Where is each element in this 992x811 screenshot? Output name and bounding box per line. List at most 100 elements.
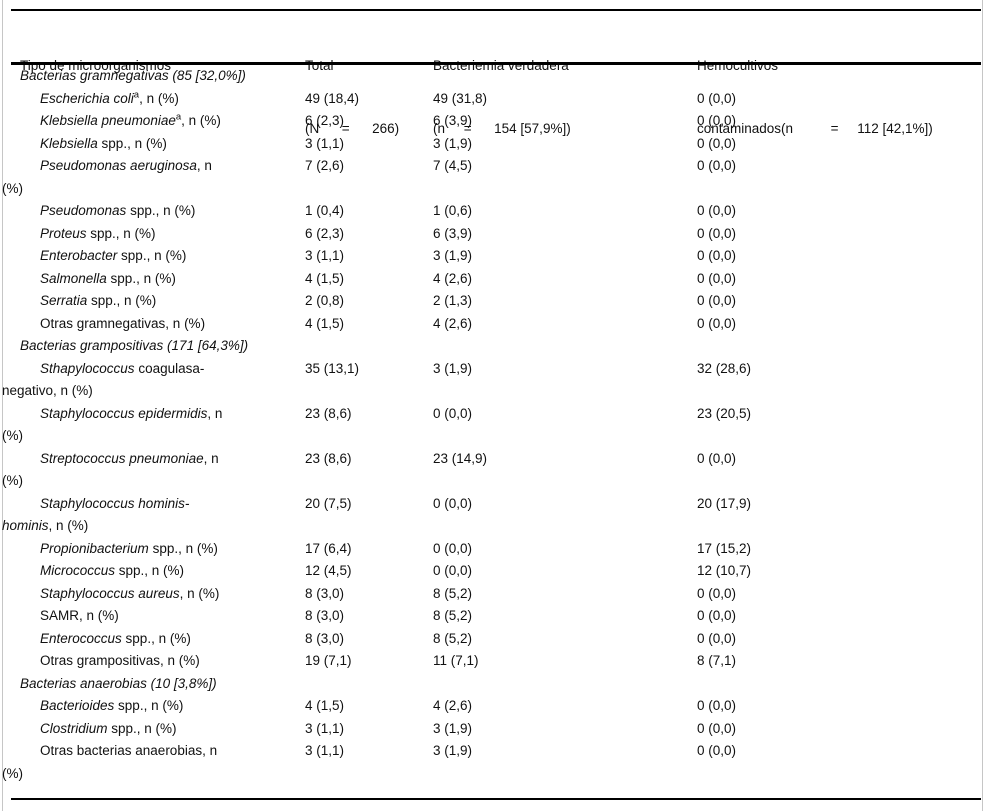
table-row: Sthapylococcus coagulasa-negativo, n (%)… xyxy=(2,358,990,403)
cell-organism: Streptococcus pneumoniae, n (%) xyxy=(2,450,219,489)
cell-organism: Serratia spp., n (%) xyxy=(40,293,157,308)
cell-organism: Otras gramnegativas, n (%) xyxy=(40,315,206,331)
cell-total: 12 (4,5) xyxy=(305,563,352,578)
table-row: Proteus spp., n (%) 6 (2,3) 6 (3,9) 0 (0,0) xyxy=(2,223,990,246)
cell-true-bacteremia: 4 (2,6) xyxy=(433,270,473,286)
cell-organism: Bacterioides spp., n (%) xyxy=(40,698,184,713)
cell-total: 49 (18,4) xyxy=(305,90,360,106)
table-row: Otras grampositivas, n (%) 19 (7,1) 11 (7,… xyxy=(2,650,990,673)
cell-organism: Otras grampositivas, n (%) xyxy=(40,653,200,668)
cell-organism: Pseudomonas spp., n (%) xyxy=(40,203,196,218)
cell-organism: Bacterias anaerobias (10 [3,8%]) xyxy=(20,675,217,691)
section-row: Bacterias anaerobias (10 [3,8%]) xyxy=(2,673,990,696)
cell-total: 3 (1,1) xyxy=(305,248,345,263)
cell-contaminated: 0 (0,0) xyxy=(697,90,737,106)
cell-true-bacteremia: 0 (0,0) xyxy=(433,405,473,421)
table-row: Klebsiella spp., n (%) 3 (1,1) 3 (1,9) 0 (0… xyxy=(2,133,990,156)
table-body: Bacterias gramnegativas (85 [32,0%]) Esch… xyxy=(2,65,990,785)
cell-organism: Pseudomonas aeruginosa, n (%) xyxy=(2,158,212,196)
cell-total: 2 (0,8) xyxy=(305,293,345,308)
cell-organism: Bacterias gramnegativas (85 [32,0%]) xyxy=(20,68,246,83)
cell-true-bacteremia: 3 (1,9) xyxy=(433,360,473,376)
table-row: Salmonella spp., n (%) 4 (1,5) 4 (2,6) 0 (0… xyxy=(2,268,990,291)
cell-contaminated: 0 (0,0) xyxy=(697,158,737,173)
table-header-row: Tipo de microorganismos Total (N = 266) … xyxy=(11,13,981,181)
table-top-rule xyxy=(11,9,981,11)
table-left-border xyxy=(2,0,3,811)
cell-contaminated: 0 (0,0) xyxy=(697,293,737,308)
cell-total: 35 (13,1) xyxy=(305,360,360,376)
cell-total: 7 (2,6) xyxy=(305,158,345,173)
table-row: Otras bacterias anaerobias, n (%) 3 (1,1) 3… xyxy=(2,740,990,785)
table-row: Enterococcus spp., n (%) 8 (3,0) 8 (5,2) 0 … xyxy=(2,628,990,651)
header-organism-type: Tipo de microorganismos xyxy=(11,13,305,181)
cell-contaminated: 0 (0,0) xyxy=(697,225,737,241)
cell-total: 20 (7,5) xyxy=(305,495,352,511)
cell-organism: Propionibacterium spp., n (%) xyxy=(40,540,218,556)
cell-organism: Staphylococcus aureus, n (%) xyxy=(40,585,220,601)
table-row: Staphylococcus aureus, n (%) 8 (3,0) 8 (5,… xyxy=(2,583,990,606)
header-contaminated-line1: Hemocultivos xyxy=(697,58,779,73)
table-row: SAMR, n (%) 8 (3,0) 8 (5,2) 0 (0,0) xyxy=(2,605,990,628)
cell-contaminated: 32 (28,6) xyxy=(697,360,752,376)
cell-organism: Proteus spp., n (%) xyxy=(40,225,156,241)
cell-true-bacteremia: 3 (1,9) xyxy=(433,720,473,736)
cell-organism: Staphylococcus hominis-hominis, n (%) xyxy=(2,495,190,534)
cell-total: 4 (1,5) xyxy=(305,315,345,331)
cell-organism: Klebsiella pneumoniaea, n (%) xyxy=(40,111,221,128)
cell-total: 8 (3,0) xyxy=(305,585,345,601)
cell-contaminated: 0 (0,0) xyxy=(697,720,737,736)
cell-total: 3 (1,1) xyxy=(305,720,345,736)
header-true-bacteremia: Bacteriemia verdadera (n = 154 [57,9%]) xyxy=(433,13,697,181)
cell-contaminated: 8 (7,1) xyxy=(697,653,737,668)
cell-true-bacteremia: 7 (4,5) xyxy=(433,158,473,173)
cell-contaminated: 0 (0,0) xyxy=(697,743,737,758)
cell-organism: Enterobacter spp., n (%) xyxy=(40,248,187,263)
table-row: Otras gramnegativas, n (%) 4 (1,5) 4 (2,6)… xyxy=(2,313,990,336)
cell-contaminated: 0 (0,0) xyxy=(697,203,737,218)
cell-true-bacteremia: 6 (3,9) xyxy=(433,225,473,241)
cell-total: 23 (8,6) xyxy=(305,450,352,466)
cell-contaminated: 0 (0,0) xyxy=(697,315,737,331)
cell-organism: Bacterias grampositivas (171 [64,3%]) xyxy=(20,338,249,353)
cell-total: 3 (1,1) xyxy=(305,135,345,151)
cell-total: 4 (1,5) xyxy=(305,270,345,286)
cell-organism: Micrococcus spp., n (%) xyxy=(40,563,185,578)
cell-organism: Clostridium spp., n (%) xyxy=(40,720,177,736)
table-right-border xyxy=(982,0,983,811)
cell-total: 4 (1,5) xyxy=(305,698,345,713)
cell-contaminated: 0 (0,0) xyxy=(697,135,737,151)
header-true-bacteremia-line1: Bacteriemia verdadera xyxy=(433,58,569,73)
cell-contaminated: 0 (0,0) xyxy=(697,113,737,128)
cell-true-bacteremia: 0 (0,0) xyxy=(433,563,473,578)
header-organism-label: Tipo de microorganismos xyxy=(20,58,172,73)
cell-true-bacteremia: 3 (1,9) xyxy=(433,743,473,758)
cell-contaminated: 20 (17,9) xyxy=(697,495,752,511)
header-total-line1: Total xyxy=(305,58,334,73)
header-contaminated-line2: contaminados(n = 112 [42,1%]) xyxy=(697,121,933,136)
section-row: Bacterias grampositivas (171 [64,3%]) xyxy=(2,335,990,358)
table-row: Pseudomonas aeruginosa, n (%) 7 (2,6) 7 (4,… xyxy=(2,155,990,200)
cell-organism: Enterococcus spp., n (%) xyxy=(40,630,191,646)
cell-contaminated: 17 (15,2) xyxy=(697,540,752,556)
cell-organism: SAMR, n (%) xyxy=(40,608,119,623)
cell-total: 8 (3,0) xyxy=(305,630,345,646)
cell-contaminated: 0 (0,0) xyxy=(697,248,737,263)
table-row: Bacterioides spp., n (%) 4 (1,5) 4 (2,6) 0 … xyxy=(2,695,990,718)
table-row: Staphylococcus epidermidis, n (%) 23 (8,6)… xyxy=(2,403,990,448)
cell-true-bacteremia: 8 (5,2) xyxy=(433,608,473,623)
cell-contaminated: 12 (10,7) xyxy=(697,563,752,578)
cell-total: 6 (2,3) xyxy=(305,225,345,241)
cell-true-bacteremia: 23 (14,9) xyxy=(433,450,488,466)
table-row: Clostridium spp., n (%) 3 (1,1) 3 (1,9) 0 (… xyxy=(2,718,990,741)
cell-true-bacteremia: 1 (0,6) xyxy=(433,203,473,218)
cell-contaminated: 0 (0,0) xyxy=(697,608,737,623)
cell-true-bacteremia: 3 (1,9) xyxy=(433,248,473,263)
section-row: Bacterias gramnegativas (85 [32,0%]) xyxy=(2,65,990,88)
cell-total: 1 (0,4) xyxy=(305,203,345,218)
cell-organism: Staphylococcus epidermidis, n (%) xyxy=(2,405,223,444)
table-row: Pseudomonas spp., n (%) 1 (0,4) 1 (0,6) 0 (… xyxy=(2,200,990,223)
cell-true-bacteremia: 0 (0,0) xyxy=(433,495,473,511)
table-row: Enterobacter spp., n (%) 3 (1,1) 3 (1,9) 0 … xyxy=(2,245,990,268)
